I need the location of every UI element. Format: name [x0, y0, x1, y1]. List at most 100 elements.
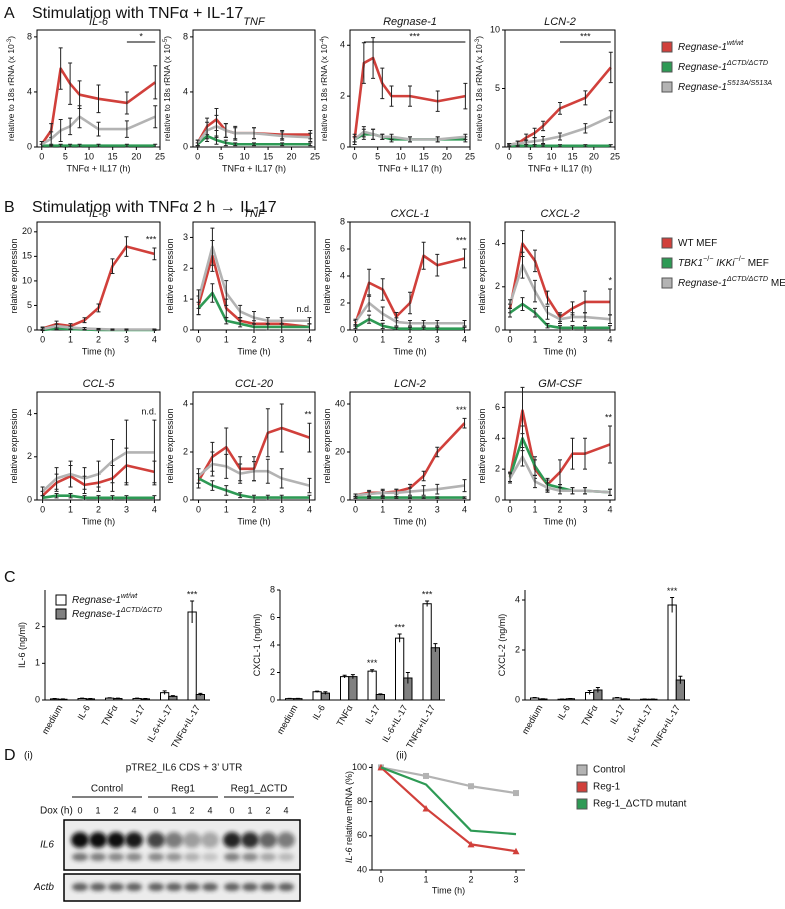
error-bar	[583, 90, 588, 106]
blot-band	[126, 853, 142, 861]
y-tick-label: 2	[183, 446, 188, 456]
blot-row-label: IL6	[40, 840, 54, 851]
error-bar	[608, 314, 612, 325]
text-part: relative expression	[322, 238, 332, 313]
error-bar	[315, 690, 320, 693]
error-bar	[280, 131, 285, 141]
error-bar	[367, 314, 372, 324]
x-tick-label: 3	[279, 504, 284, 514]
x-tick-label: 25	[610, 151, 620, 161]
x-tick-label: 3	[582, 504, 587, 514]
error-bar	[380, 488, 385, 497]
marker	[513, 790, 519, 797]
error-bar	[507, 142, 512, 147]
error-bar	[380, 278, 385, 301]
error-bar	[96, 121, 101, 137]
error-bar	[223, 123, 228, 138]
bar	[348, 676, 358, 701]
legend-swatch	[661, 41, 673, 53]
error-bar	[380, 322, 385, 330]
x-tick-label: 0	[196, 334, 201, 344]
chart-title: CCL-20	[235, 378, 274, 390]
x-tick-label: 2	[407, 334, 412, 344]
error-bar	[463, 133, 468, 140]
error-bar	[608, 51, 613, 84]
y-tick-label: 2	[27, 451, 32, 461]
x-tick-label: 4	[607, 504, 612, 514]
error-bar	[58, 143, 63, 148]
y-axis-label: relative expression	[165, 238, 175, 313]
error-bar	[265, 494, 270, 501]
error-bar	[435, 483, 440, 495]
series-line	[354, 317, 465, 330]
x-axis-label: TNFα + IL17 (h)	[528, 163, 592, 173]
error-bar	[107, 697, 112, 699]
error-bar	[308, 142, 313, 147]
error-bar	[533, 474, 537, 489]
x-tick-label: 20	[442, 151, 452, 161]
error-bar	[152, 419, 157, 486]
text-part: WT MEF	[678, 238, 717, 249]
legend-swatch	[576, 781, 588, 793]
error-bar	[462, 320, 467, 327]
error-bar	[389, 85, 394, 107]
lane-label: 2	[189, 805, 194, 815]
legend-label: Reg-1	[593, 782, 621, 793]
x-tick-label: 20	[589, 151, 599, 161]
y-tick-label: 60	[357, 830, 367, 840]
blot-band	[202, 853, 218, 861]
error-bar	[265, 458, 270, 484]
series-line	[355, 484, 465, 497]
legend-label: WT MEF	[678, 238, 717, 249]
error-bar	[196, 289, 201, 309]
error-bar	[558, 102, 562, 115]
error-bar	[462, 496, 467, 499]
text-part: relative to 18s rRNA (x 10	[6, 44, 16, 141]
error-bar	[394, 326, 399, 331]
error-bar	[252, 461, 256, 482]
blot-construct: pTRE2_IL6 CDS + 3’ UTR	[126, 763, 243, 774]
text-part: −/−	[703, 254, 713, 263]
error-bar	[280, 142, 285, 147]
y-tick-label: 10	[22, 275, 32, 285]
legend-swatch	[55, 594, 67, 606]
y-tick-label: 20	[22, 226, 32, 236]
text-part: MEF	[745, 258, 769, 269]
significance: ***	[667, 586, 678, 596]
error-bar	[408, 291, 412, 315]
text-part: )	[319, 36, 329, 39]
text-part: S513A/S513A	[727, 78, 772, 87]
blot-band	[260, 883, 276, 891]
error-bar	[421, 496, 426, 499]
error-bar	[541, 144, 546, 148]
x-tick-label: 3	[513, 874, 518, 884]
error-bar	[520, 447, 525, 467]
error-bar	[533, 307, 537, 318]
y-tick-label: 0	[27, 324, 32, 334]
y-axis-label: relative expression	[477, 238, 487, 313]
x-tick-label: 0	[507, 504, 512, 514]
x-tick-label: 25	[155, 151, 165, 161]
error-bar	[238, 463, 243, 484]
error-bar	[96, 303, 101, 313]
x-tick-label: 4	[307, 504, 312, 514]
error-bar	[408, 326, 412, 331]
y-tick-label: 1	[183, 294, 188, 304]
error-bar	[39, 140, 44, 148]
y-tick-label: 2	[183, 263, 188, 273]
series-line	[197, 477, 310, 499]
legend-swatch	[55, 608, 67, 620]
error-bar	[435, 446, 440, 458]
x-tick-label: 3	[124, 504, 129, 514]
error-bar	[279, 403, 284, 453]
section-title: Stimulation with TNFα 2 h → IL-17	[32, 199, 277, 216]
series-line	[508, 409, 611, 486]
y-tick-label: 5	[495, 83, 500, 93]
blot-band	[242, 883, 258, 891]
error-bar	[545, 323, 550, 329]
text-part: relative expression	[9, 408, 19, 483]
y-axis-label: relative expression	[165, 408, 175, 483]
error-bar	[520, 297, 525, 312]
error-bar	[342, 674, 347, 678]
